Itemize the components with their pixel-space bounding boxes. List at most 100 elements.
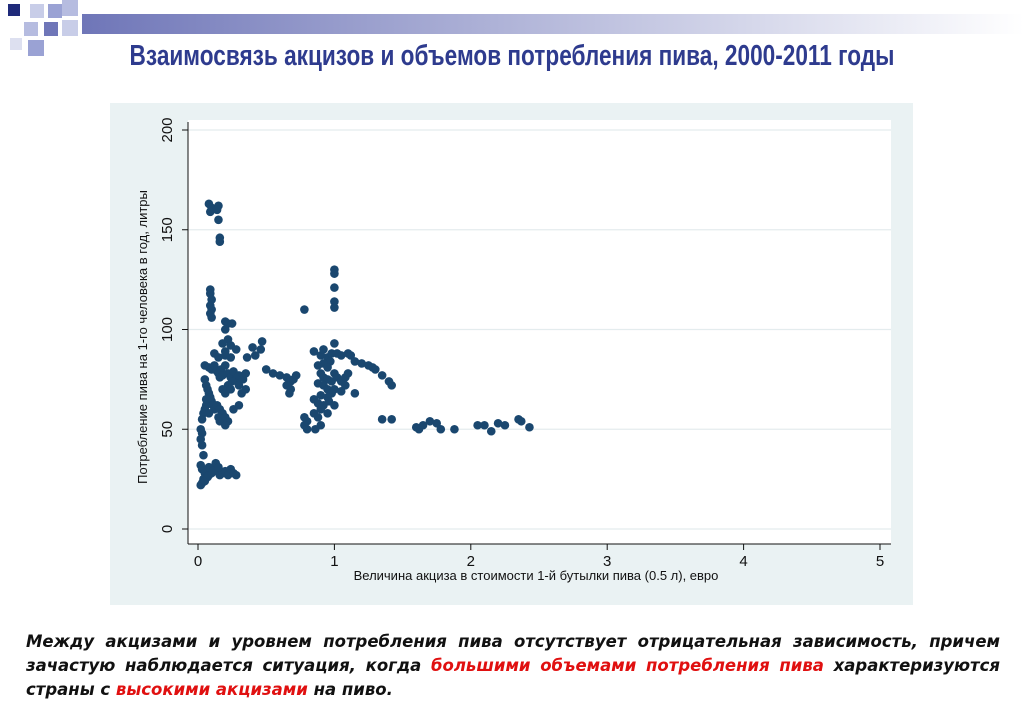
data-point	[214, 462, 223, 472]
y-axis-label: Потребление пива на 1-го человека в год,…	[135, 190, 150, 484]
header-square-4	[62, 0, 78, 16]
data-point	[231, 470, 241, 480]
data-point	[220, 325, 230, 334]
data-point	[313, 361, 323, 370]
data-point	[330, 401, 339, 410]
data-point	[311, 424, 320, 434]
data-point	[316, 405, 326, 414]
x-tick-label: 1	[330, 553, 338, 570]
slide-caption: Между акцизами и уровнем потребления пив…	[26, 630, 1000, 702]
data-point	[316, 391, 326, 400]
data-point	[330, 303, 339, 312]
data-point	[218, 339, 227, 348]
x-tick-label: 4	[739, 553, 747, 570]
data-point	[261, 365, 271, 374]
data-point	[234, 401, 244, 410]
data-point	[215, 237, 225, 247]
data-point	[241, 369, 251, 378]
data-point	[309, 347, 319, 356]
data-point	[242, 353, 252, 362]
data-point	[341, 373, 350, 382]
data-point	[214, 353, 223, 362]
header-square-7	[62, 20, 78, 36]
data-point	[226, 385, 236, 394]
data-point	[323, 363, 332, 372]
data-point	[480, 420, 489, 430]
data-point	[291, 371, 301, 380]
data-point	[220, 420, 230, 430]
data-point	[197, 440, 207, 450]
data-point	[357, 359, 366, 368]
data-point	[377, 414, 387, 424]
data-point	[350, 357, 360, 366]
slide-title: Взаимосвязь акцизов и объемов потреблени…	[129, 40, 895, 72]
data-point	[220, 361, 230, 370]
data-point	[302, 424, 312, 434]
data-point	[241, 385, 251, 394]
data-point	[486, 426, 496, 436]
data-point	[330, 297, 339, 306]
header-decoration	[8, 0, 1024, 56]
data-point	[387, 414, 396, 424]
data-point	[330, 283, 339, 292]
y-tick-label: 150	[159, 217, 176, 242]
header-square-5	[24, 22, 38, 36]
data-point	[256, 345, 266, 354]
chart-svg: 0 50 100 150 200 0 1 2 3 4 5 Величина акциза в сто…	[135, 117, 891, 583]
y-tick-label: 100	[159, 317, 176, 342]
caption-highlight-1: большими объемами потребления пива	[430, 656, 824, 675]
y-tick-label: 200	[159, 117, 176, 142]
data-point	[387, 381, 396, 390]
x-tick-label: 0	[194, 553, 202, 570]
x-tick-label: 3	[603, 553, 611, 570]
y-tick-label: 50	[159, 421, 176, 438]
grid-layer	[188, 129, 891, 530]
data-point	[500, 420, 510, 430]
data-point	[199, 450, 208, 460]
x-tick-label: 5	[876, 553, 884, 570]
data-point	[227, 319, 237, 328]
x-axis-label: Величина акциза в стоимости 1-й бутылки …	[354, 568, 719, 583]
data-point	[418, 420, 428, 430]
data-point	[436, 424, 446, 434]
data-point	[226, 353, 236, 362]
y-tick-label: 0	[159, 525, 176, 533]
data-point	[330, 339, 339, 348]
header-square-2	[30, 4, 44, 18]
data-point	[300, 305, 309, 314]
data-point	[473, 420, 482, 430]
data-point	[257, 337, 267, 346]
data-point	[268, 369, 278, 378]
data-point	[214, 215, 223, 225]
data-point	[250, 351, 260, 360]
data-point	[201, 395, 211, 404]
data-point	[313, 412, 323, 422]
data-point	[493, 418, 503, 428]
data-point	[350, 389, 360, 398]
points-layer	[196, 199, 534, 490]
data-point	[450, 424, 459, 434]
header-square-8	[10, 38, 22, 50]
caption-text-3: на пиво.	[307, 680, 393, 699]
data-point	[205, 207, 215, 217]
header-square-1	[8, 4, 20, 16]
data-point	[212, 205, 222, 215]
axis-layer: 0 50 100 150 200 0 1 2 3 4 5	[159, 117, 891, 570]
data-point	[371, 365, 380, 374]
header-gradient-bar	[82, 14, 1024, 34]
data-point	[275, 371, 285, 380]
scatter-chart: 0 50 100 150 200 0 1 2 3 4 5 Величина акциза в сто…	[110, 103, 913, 605]
data-point	[336, 387, 346, 396]
header-square-9	[28, 40, 44, 56]
caption-text-1: Между акцизами и уровнем потребления пив…	[26, 632, 1000, 675]
data-point	[377, 371, 387, 380]
data-point	[319, 345, 328, 354]
data-point	[285, 389, 294, 398]
data-point	[204, 408, 214, 418]
data-point	[197, 414, 207, 424]
data-point	[248, 343, 257, 352]
data-point	[516, 416, 526, 426]
caption-highlight-2: высокими акцизами	[115, 680, 308, 699]
data-point	[425, 416, 435, 426]
data-point	[207, 313, 216, 322]
